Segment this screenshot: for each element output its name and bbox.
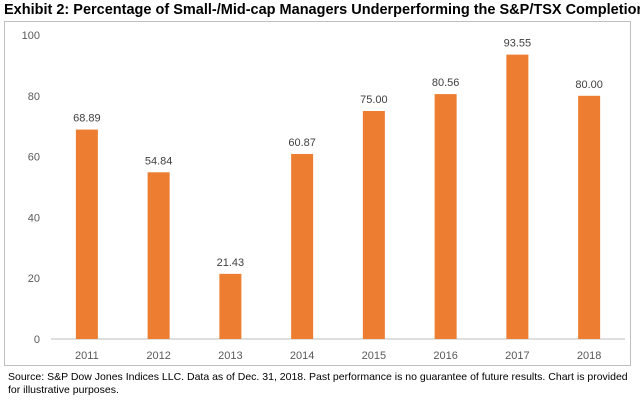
bar-chart: 0 20 40 60 80 100 68.89 54.84 21.43 60.87 75.00 80… <box>22 30 625 362</box>
bar-2013 <box>219 273 242 339</box>
bar-2018 <box>578 95 601 339</box>
y-axis: 0 20 40 60 80 100 <box>22 30 40 346</box>
chart-area: 0 20 40 60 80 100 68.89 54.84 21.43 60.87 75.00 80… <box>4 21 631 366</box>
data-label-2018: 80.00 <box>575 79 603 91</box>
y-tick-label: 20 <box>28 273 40 285</box>
x-tick-label: 2017 <box>505 350 529 362</box>
chart-title: Exhibit 2: Percentage of Small-/Mid-cap … <box>4 2 640 18</box>
bar-2015 <box>362 111 385 339</box>
bar-2014 <box>291 153 314 339</box>
bar-2012 <box>147 172 170 339</box>
x-tick-label: 2018 <box>577 350 601 362</box>
x-tick-label: 2011 <box>75 350 99 362</box>
y-tick-label: 100 <box>22 30 40 42</box>
data-label-2016: 80.56 <box>432 77 460 89</box>
data-label-2014: 60.87 <box>288 137 316 149</box>
x-tick-label: 2016 <box>433 350 457 362</box>
x-axis: 2011 2012 2013 2014 2015 2016 2017 2018 <box>75 350 601 362</box>
data-label-2017: 93.55 <box>504 38 532 50</box>
data-label-2011: 68.89 <box>73 113 101 125</box>
x-tick-label: 2014 <box>290 350 314 362</box>
x-tick-label: 2015 <box>362 350 386 362</box>
y-tick-label: 60 <box>28 152 40 164</box>
data-label-2012: 54.84 <box>145 155 173 167</box>
bar-2017 <box>506 54 529 339</box>
y-tick-label: 0 <box>34 334 40 346</box>
bar-2016 <box>434 94 457 340</box>
bars-group <box>75 54 601 340</box>
data-label-2015: 75.00 <box>360 94 388 106</box>
data-labels-group: 68.89 54.84 21.43 60.87 75.00 80.56 93.55 80.00 <box>73 38 603 269</box>
y-tick-label: 80 <box>28 91 40 103</box>
source-note: Source: S&P Dow Jones Indices LLC. Data … <box>8 371 628 396</box>
bar-2011 <box>75 129 98 339</box>
y-tick-label: 40 <box>28 212 40 224</box>
data-label-2013: 21.43 <box>217 257 245 269</box>
x-tick-label: 2013 <box>218 350 242 362</box>
x-tick-label: 2012 <box>146 350 170 362</box>
